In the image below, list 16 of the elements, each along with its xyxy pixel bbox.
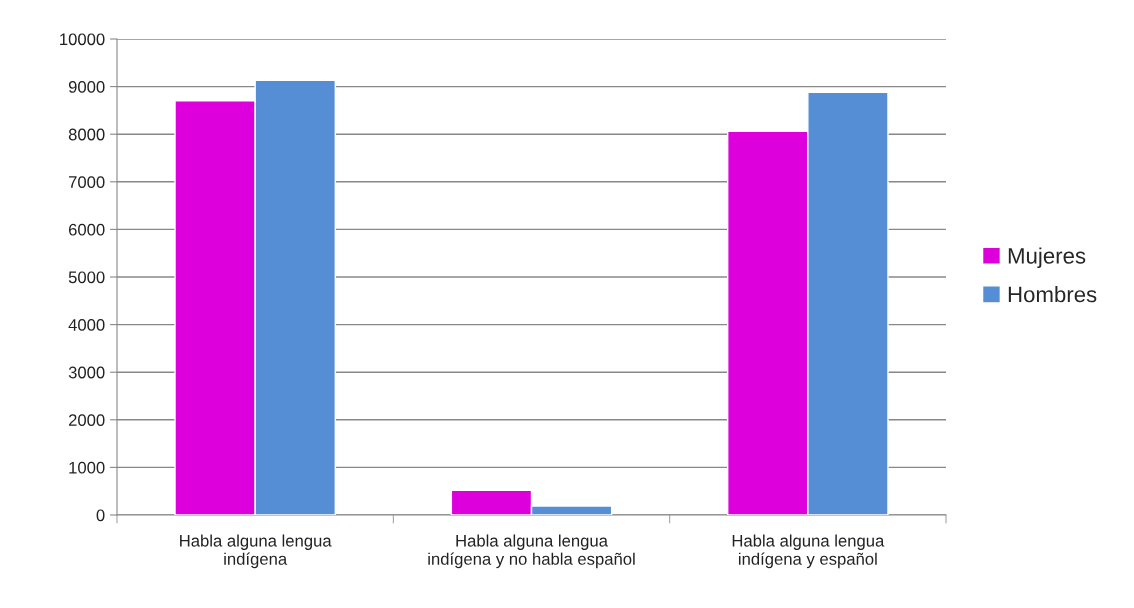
y-tick-label: 6000: [68, 223, 105, 236]
y-tick-label: 3000: [68, 366, 105, 379]
y-tick-label: 10000: [60, 33, 105, 46]
x-tick-label: Habla alguna lengua indígena y no habla español: [428, 534, 635, 569]
y-tick-label: 8000: [68, 128, 105, 141]
y-tick-label: 5000: [68, 271, 105, 284]
legend-label: Mujeres: [1008, 247, 1086, 269]
x-tick-label: Habla alguna lengua indígena: [180, 534, 332, 569]
y-tick-label: 2000: [68, 414, 105, 426]
y-tick-label: 4000: [68, 319, 105, 331]
y-tick-label: 0: [96, 509, 105, 522]
x-tick-label: Habla alguna lengua indígena y español: [732, 534, 885, 569]
y-tick-label: 9000: [68, 81, 105, 93]
y-tick-label: 1000: [69, 461, 105, 474]
y-tick-label: 7000: [68, 176, 105, 188]
legend-label: Hombres: [1008, 286, 1097, 303]
